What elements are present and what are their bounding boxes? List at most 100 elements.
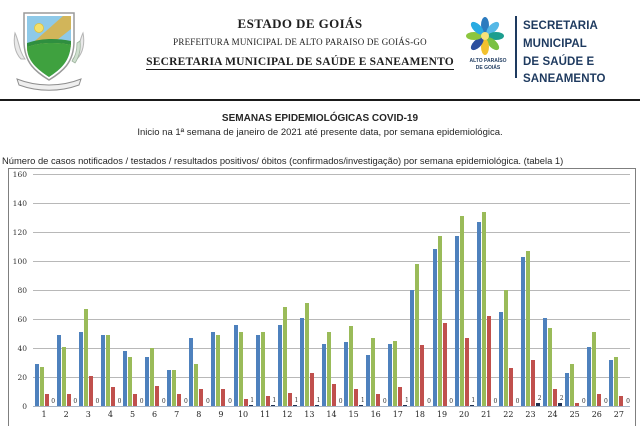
bar-testados-week-13 — [304, 303, 309, 406]
bar-groups: 0 0 0 0 0 0 0 0 0 1 1 1 1 0 1 0 1 0 0 1 0 0 2 2 0 0 0 — [33, 174, 630, 406]
bar-notificados-week-14 — [321, 343, 326, 406]
bar-notificados-week-23 — [520, 256, 525, 406]
bar-óbitos-week-10 — [248, 404, 253, 406]
bar-group-week-18: 0 — [409, 174, 431, 406]
bar-testados-week-27 — [614, 356, 619, 406]
letterhead-secretaria: SECRETARIA MUNICIPAL DE SAÚDE E SANEAMEN… — [146, 56, 454, 70]
bar-testados-week-17 — [393, 340, 398, 406]
bar-group-week-1: 0 — [33, 174, 55, 406]
x-tick-week-12: 12 — [282, 410, 293, 419]
bar-group-week-10: 1 — [232, 174, 254, 406]
bar-testados-week-2 — [61, 346, 66, 406]
bar-testados-week-6 — [150, 348, 155, 406]
bar-resultados-positivos-week-19 — [442, 323, 447, 406]
x-tick-week-8: 8 — [196, 410, 202, 419]
bar-notificados-week-27 — [609, 359, 614, 406]
x-tick-week-18: 18 — [414, 410, 425, 419]
obitos-data-label-week-26: 0 — [604, 398, 608, 405]
bar-group-week-13: 1 — [298, 174, 320, 406]
bar-group-week-25: 0 — [564, 174, 586, 406]
bar-group-week-12: 1 — [276, 174, 298, 406]
bar-testados-week-18 — [415, 263, 420, 406]
x-tick-week-10: 10 — [237, 410, 249, 419]
bar-group-week-19: 0 — [431, 174, 453, 406]
obitos-data-label-week-4: 0 — [117, 398, 122, 405]
bar-group-week-24: 2 — [542, 174, 564, 406]
bar-notificados-week-9 — [211, 332, 216, 406]
x-tick-week-3: 3 — [85, 410, 91, 419]
bar-notificados-week-19 — [432, 249, 437, 406]
gridline-60 — [33, 319, 630, 320]
bar-notificados-week-11 — [255, 334, 260, 406]
bar-notificados-week-10 — [233, 324, 238, 406]
bar-resultados-positivos-week-12 — [287, 392, 292, 406]
bar-testados-week-12 — [282, 307, 287, 406]
bar-resultados-positivos-week-27 — [619, 395, 624, 406]
bar-notificados-week-6 — [145, 356, 150, 406]
gridline-0 — [33, 406, 630, 407]
y-tick-60: 60 — [17, 314, 27, 324]
bar-resultados-positivos-week-22 — [508, 368, 513, 406]
bar-group-week-8: 0 — [188, 174, 210, 406]
x-tick-week-5: 5 — [129, 410, 136, 419]
obitos-data-label-week-1: 0 — [51, 398, 56, 405]
bar-resultados-positivos-week-20 — [464, 337, 469, 406]
bar-testados-week-10 — [238, 332, 243, 406]
bar-notificados-week-7 — [167, 369, 172, 406]
bar-óbitos-week-24 — [558, 403, 563, 406]
y-tick-40: 40 — [17, 343, 27, 353]
bar-testados-week-23 — [525, 250, 530, 406]
bar-resultados-positivos-week-7 — [177, 394, 182, 406]
obitos-data-label-week-14: 0 — [338, 398, 343, 405]
health-secretariat-label: SECRETARIA MUNICIPAL DE SAÚDE E SANEAMEN… — [523, 20, 606, 86]
bar-notificados-week-25 — [565, 372, 570, 406]
chart-plot: 0 0 0 0 0 0 0 0 0 1 1 1 1 0 1 0 1 0 0 1 0 0 2 2 0 0 0 — [33, 174, 630, 407]
bar-resultados-positivos-week-3 — [88, 375, 93, 406]
obitos-data-label-week-10: 1 — [250, 396, 255, 404]
bar-group-week-5: 0 — [121, 174, 144, 406]
gridline-100 — [33, 261, 630, 262]
bar-notificados-week-18 — [410, 290, 415, 406]
obitos-data-label-week-25: 0 — [581, 398, 586, 405]
municipal-crest-icon — [13, 12, 85, 91]
obitos-data-label-week-11: 1 — [272, 396, 277, 404]
letterhead-prefeitura: PREFEITURA MUNICIPAL DE ALTO PARAISO DE … — [173, 37, 427, 47]
bar-óbitos-week-17 — [403, 404, 408, 406]
bar-testados-week-24 — [548, 327, 553, 406]
bar-resultados-positivos-week-21 — [486, 316, 491, 406]
bar-group-week-14: 0 — [320, 174, 343, 406]
bar-resultados-positivos-week-5 — [132, 394, 137, 406]
x-tick-week-25: 25 — [569, 410, 580, 419]
x-tick-week-13: 13 — [304, 410, 315, 419]
bar-resultados-positivos-week-24 — [553, 388, 558, 406]
obitos-data-label-week-19: 0 — [449, 398, 454, 405]
bar-notificados-week-5 — [122, 350, 127, 406]
x-tick-week-16: 16 — [370, 410, 381, 419]
obitos-data-label-week-23: 2 — [537, 395, 542, 403]
bar-testados-week-3 — [83, 308, 88, 406]
bar-testados-week-7 — [172, 369, 177, 406]
bar-óbitos-week-23 — [535, 403, 540, 406]
obitos-data-label-week-7: 0 — [183, 398, 188, 405]
bar-testados-week-4 — [105, 334, 110, 406]
bar-testados-week-26 — [592, 332, 597, 406]
y-tick-0: 0 — [22, 401, 27, 411]
obitos-data-label-week-6: 0 — [161, 398, 166, 405]
chart-caption: Número de casos notificados / testados /… — [2, 155, 564, 166]
bar-resultados-positivos-week-8 — [199, 388, 204, 406]
bar-group-week-22: 0 — [497, 174, 519, 406]
y-tick-160: 160 — [12, 169, 27, 179]
bar-notificados-week-16 — [366, 355, 371, 406]
bar-resultados-positivos-week-15 — [354, 388, 359, 406]
x-tick-week-2: 2 — [63, 410, 69, 419]
obitos-data-label-week-13: 1 — [316, 396, 321, 404]
obitos-data-label-week-2: 0 — [73, 398, 78, 405]
letterhead: ESTADO DE GOIÁS PREFEITURA MUNICIPAL DE … — [120, 16, 480, 70]
bar-group-week-9: 0 — [210, 174, 232, 406]
obitos-data-label-week-20: 1 — [471, 396, 476, 404]
x-tick-week-20: 20 — [459, 410, 470, 419]
bar-notificados-week-15 — [344, 342, 349, 406]
x-tick-week-6: 6 — [152, 410, 158, 419]
